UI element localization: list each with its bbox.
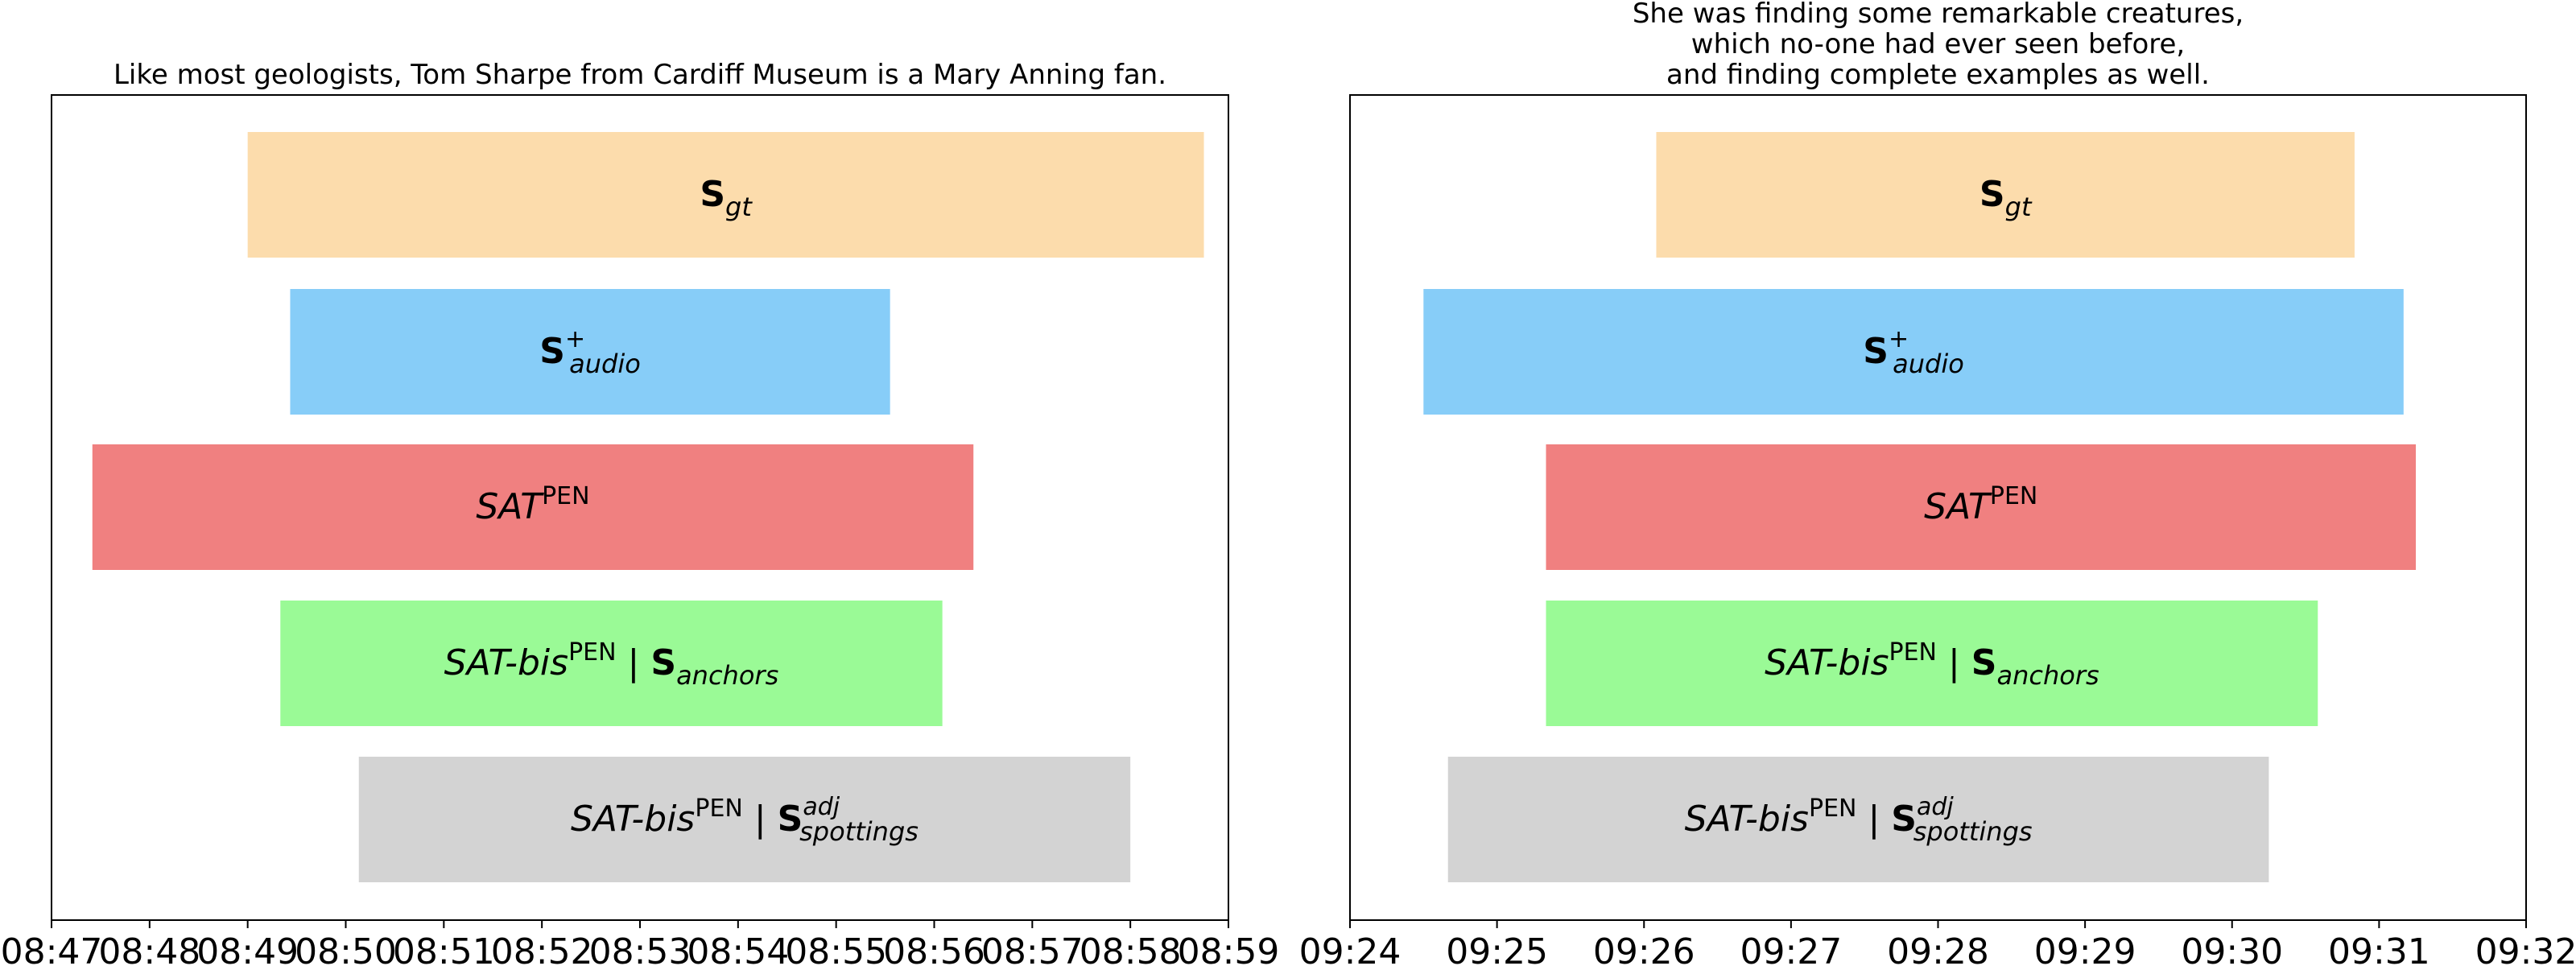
bar-label: Sgt: [700, 174, 753, 222]
bar-label: SATPEN: [476, 482, 589, 527]
timeline-bar: [290, 289, 890, 415]
chart-title-line: and finding complete examples as well.: [1666, 59, 2210, 91]
bar-label: S+ audio: [1863, 325, 1964, 379]
x-tick-label: 09:29: [2034, 931, 2136, 966]
bar-label: SATPEN: [1924, 482, 2037, 527]
timeline-bar: [1423, 289, 2404, 415]
timeline-bar: [1546, 601, 2318, 726]
timeline-bar: [1447, 757, 2269, 882]
x-tick-label: 08:50: [295, 931, 397, 966]
timeline-bar: [280, 601, 943, 726]
chart-panel-right: She was finding some remarkable creature…: [1299, 0, 2576, 966]
bar-label: S+ audio: [539, 325, 641, 379]
timeline-bar: [1546, 444, 2417, 570]
timeline-bar: [1656, 132, 2355, 258]
x-tick-label: 08:47: [1, 931, 103, 966]
x-tick-label: 09:32: [2475, 931, 2576, 966]
bar-label: SAT-bisPEN | Sadj spottings: [571, 793, 919, 847]
bar-label: Sgt: [1979, 174, 2033, 222]
x-tick-label: 08:57: [981, 931, 1084, 966]
chart-title-line: She was finding some remarkable creature…: [1633, 0, 2244, 30]
x-tick-label: 09:27: [1740, 931, 1842, 966]
x-tick-label: 08:59: [1178, 931, 1280, 966]
x-tick-label: 08:53: [589, 931, 691, 966]
x-tick-label: 09:31: [2328, 931, 2430, 966]
x-tick-label: 08:48: [98, 931, 200, 966]
timeline-bar: [247, 132, 1204, 258]
x-tick-label: 08:54: [687, 931, 789, 966]
x-tick-label: 09:25: [1446, 931, 1548, 966]
chart-panel-left: Like most geologists, Tom Sharpe from Ca…: [1, 59, 1280, 966]
timeline-bar: [358, 757, 1131, 882]
bar-label: SAT-bisPEN | Sanchors: [1765, 638, 2099, 691]
bar-label: SAT-bisPEN | Sanchors: [444, 638, 779, 691]
x-tick-label: 08:56: [883, 931, 985, 966]
x-tick-label: 09:28: [1887, 931, 1989, 966]
chart-title-line: which no-one had ever seen before,: [1691, 28, 2185, 60]
x-tick-label: 09:30: [2181, 931, 2283, 966]
x-tick-label: 08:52: [491, 931, 593, 966]
chart-title-line: Like most geologists, Tom Sharpe from Ca…: [114, 59, 1166, 91]
x-tick-label: 08:58: [1080, 931, 1182, 966]
x-tick-label: 08:55: [785, 931, 887, 966]
x-tick-label: 09:24: [1299, 931, 1402, 966]
x-tick-label: 08:49: [196, 931, 299, 966]
bar-label: SAT-bisPEN | Sadj spottings: [1685, 793, 2033, 847]
timeline-bar: [92, 444, 974, 570]
x-tick-label: 09:26: [1593, 931, 1695, 966]
x-tick-label: 08:51: [393, 931, 495, 966]
